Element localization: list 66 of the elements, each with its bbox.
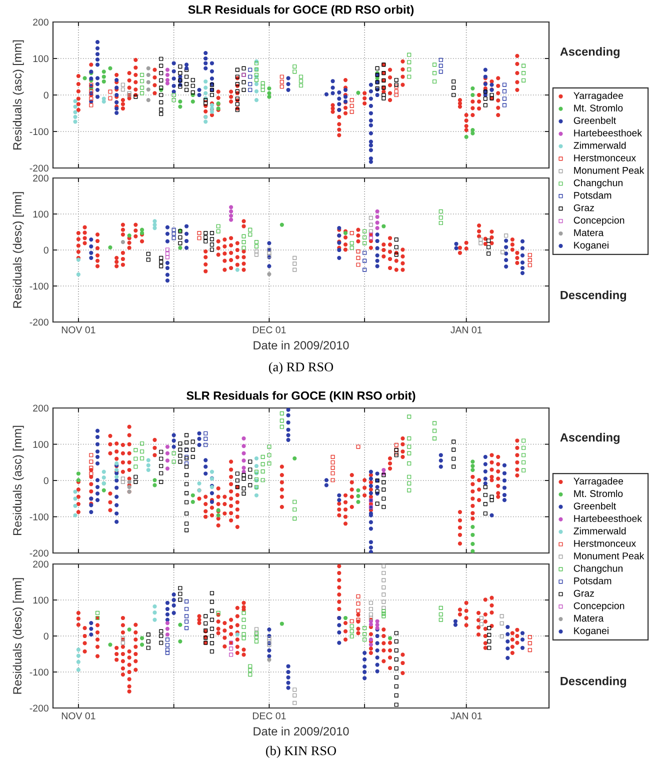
legend-label: Mt. Stromlo <box>574 490 623 498</box>
y-tick-label: 200 <box>33 560 48 568</box>
legend-label: Herstmonceux <box>574 154 636 162</box>
legend-label: Herstmonceux <box>574 540 636 547</box>
y-tick-label: 0 <box>44 246 48 254</box>
text: Ascending <box>560 432 620 444</box>
y-axis-title: Residuals (asc) [mm] <box>12 40 24 150</box>
y-tick-label: -200 <box>30 318 48 326</box>
legend-label: Changchun <box>574 179 622 188</box>
y-tick-label: 100 <box>33 55 48 62</box>
legend-label: Greenbelt <box>574 502 616 510</box>
y-tick-label: -200 <box>30 550 48 557</box>
x-tick-label: JAN 01 <box>450 326 482 334</box>
text: Descending <box>560 290 626 302</box>
x-tick-label: NOV 01 <box>62 712 96 720</box>
y-tick-label: -100 <box>30 282 48 290</box>
legend-label: Greenbelt <box>574 116 616 124</box>
y-axis-title: Residuals (desc) [mm] <box>12 578 24 694</box>
y-axis-title: Residuals (desc) [mm] <box>12 192 24 308</box>
legend-label: Hartebeesthoek <box>574 514 642 522</box>
y-axis-title: Residuals (asc) [mm] <box>12 426 24 535</box>
y-tick-label: -200 <box>30 704 48 712</box>
legend-label: Monument Peak <box>574 166 644 174</box>
x-tick-label: NOV 01 <box>62 326 96 334</box>
legend-label: Zimmerwald <box>574 527 626 534</box>
y-tick-label: -100 <box>30 128 48 136</box>
legend-label: Potsdam <box>574 577 612 584</box>
legend-label: Graz <box>574 590 594 597</box>
legend-label: Koganei <box>574 627 608 636</box>
y-tick-label: 100 <box>33 440 48 448</box>
text: (b) KIN RSO <box>266 746 336 758</box>
x-tick-label: DEC 01 <box>252 712 286 720</box>
legend-label: Concepcion <box>574 602 624 612</box>
legend-label: Koganei <box>574 241 608 251</box>
x-tick-label: DEC 01 <box>252 326 286 334</box>
legend-label: Zimmerwald <box>574 142 626 149</box>
legend-label: Yarragadee <box>574 92 624 101</box>
y-tick-label: 0 <box>44 632 48 640</box>
y-tick-label: -100 <box>30 513 48 520</box>
y-tick-label: 200 <box>33 174 48 182</box>
y-tick-label: -200 <box>30 164 48 172</box>
y-tick-label: 200 <box>33 404 48 412</box>
legend-label: Potsdam <box>574 192 612 199</box>
y-tick-label: 200 <box>33 18 48 26</box>
text: Descending <box>560 676 626 688</box>
legend-label: Mt. Stromlo <box>574 104 623 112</box>
legend-label: Concepcion <box>574 216 624 226</box>
legend-label: Hartebeesthoek <box>574 129 642 136</box>
text: (a) RD RSO <box>268 362 334 374</box>
legend-label: Matera <box>574 614 604 622</box>
legend-label: Graz <box>574 204 594 212</box>
y-tick-label: 0 <box>44 92 48 99</box>
legend-label: Changchun <box>574 564 622 574</box>
legend-label: Yarragadee <box>574 477 624 486</box>
y-tick-label: 100 <box>33 210 48 218</box>
y-tick-label: 100 <box>33 596 48 604</box>
chart-title: SLR Residuals for GOCE (KIN RSO orbit) <box>186 391 416 402</box>
chart-title: SLR Residuals for GOCE (RD RSO orbit) <box>188 5 414 16</box>
y-tick-label: 0 <box>44 477 48 484</box>
x-tick-label: JAN 01 <box>450 712 482 720</box>
x-axis-title: Date in 2009/2010 <box>254 726 349 736</box>
y-tick-label: -100 <box>30 668 48 676</box>
x-axis-title: Date in 2009/2010 <box>254 340 349 350</box>
legend-label: Matera <box>574 229 604 236</box>
text: Ascending <box>560 47 620 58</box>
legend-label: Monument Peak <box>574 552 644 560</box>
